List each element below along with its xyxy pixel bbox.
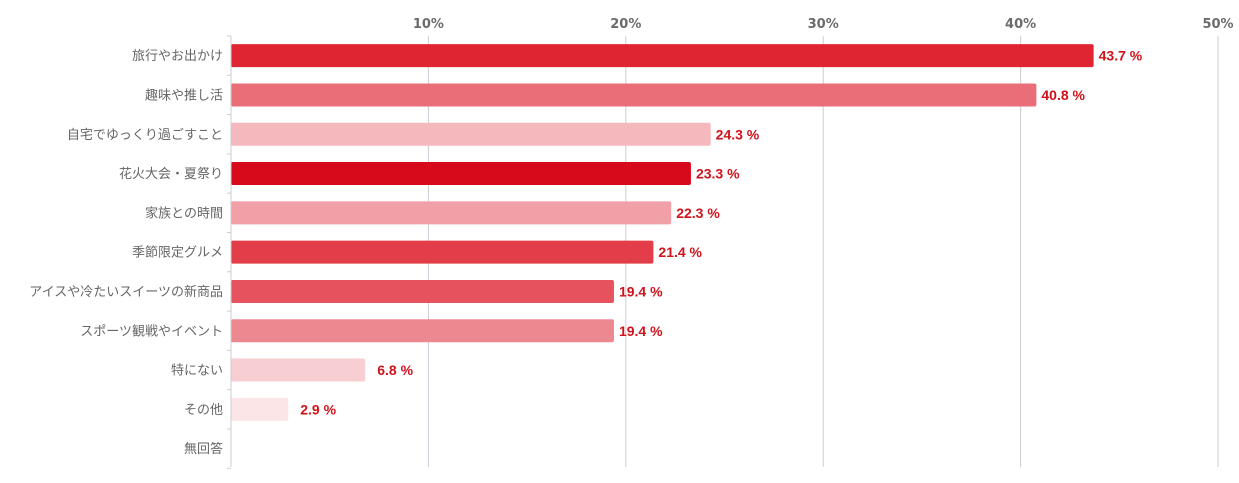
value-label: 21.4 % xyxy=(658,244,702,260)
category-label: 趣味や推し活 xyxy=(145,88,223,103)
bar xyxy=(231,240,654,264)
x-tick-label-40pct: 40% xyxy=(1005,17,1036,32)
value-label: 22.3 % xyxy=(676,205,720,221)
bar xyxy=(231,162,691,186)
value-label: 43.7 % xyxy=(1099,48,1143,64)
value-label: 2.9 % xyxy=(300,401,336,417)
x-tick-label-30pct: 30% xyxy=(808,17,839,32)
value-label: 19.4 % xyxy=(619,283,663,299)
bar xyxy=(231,201,672,225)
value-label: 19.4 % xyxy=(619,323,663,339)
bars xyxy=(231,44,1094,421)
value-label: 40.8 % xyxy=(1041,87,1085,103)
value-label: 24.3 % xyxy=(716,126,760,142)
category-label: 花火大会・夏祭り xyxy=(119,166,223,182)
category-label: その他 xyxy=(184,403,223,418)
bar xyxy=(231,397,289,421)
bar xyxy=(231,279,614,303)
bar xyxy=(231,122,711,146)
x-tick-label-10pct: 10% xyxy=(413,17,444,32)
value-label: 6.8 % xyxy=(377,362,413,378)
category-label: アイスや冷たいスイーツの新商品 xyxy=(29,284,223,300)
category-label: スポーツ観戦やイベント xyxy=(80,324,223,339)
gridlines xyxy=(427,36,1219,467)
bar xyxy=(231,83,1037,107)
labels: 10% 20% 30% 40% 50% 旅行やお出かけ 43.7 % 趣味や推し活 40.8 %… xyxy=(29,17,1233,457)
value-label: 23.3 % xyxy=(696,166,740,182)
category-label: 自宅でゆっくり過ごすこと xyxy=(67,127,223,143)
x-tick-label-50pct: 50% xyxy=(1202,17,1233,32)
bar xyxy=(231,44,1094,68)
category-label: 家族との時間 xyxy=(145,205,223,221)
category-label: 無回答 xyxy=(184,441,223,457)
category-label: 季節限定グルメ xyxy=(132,246,223,261)
bar xyxy=(231,358,366,382)
category-label: 旅行やお出かけ xyxy=(132,49,223,64)
bar xyxy=(231,319,614,343)
x-tick-label-20pct: 20% xyxy=(610,17,641,32)
category-axis xyxy=(227,35,232,469)
category-label: 特にない xyxy=(171,364,223,379)
